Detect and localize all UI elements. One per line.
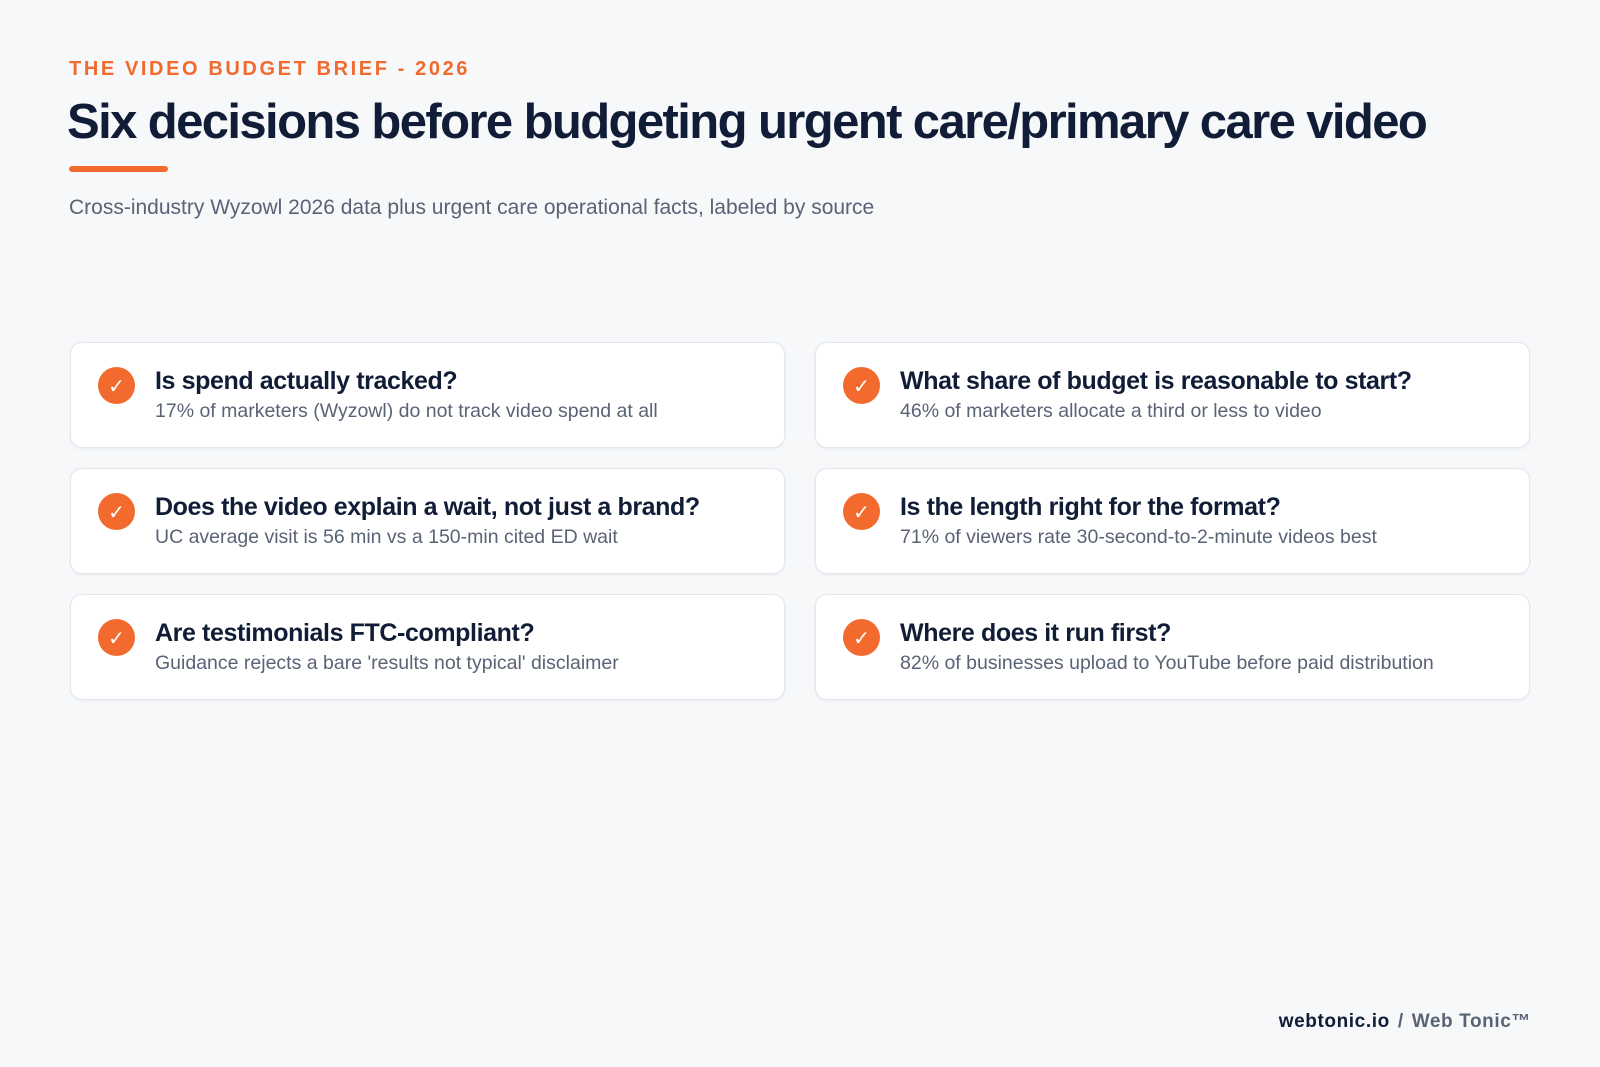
page-title: Six decisions before budgeting urgent ca… — [67, 95, 1428, 149]
footer-brand: Web Tonic™ — [1411, 1011, 1531, 1032]
check-icon: ✓ — [98, 493, 135, 530]
decision-card-title: Is the length right for the format? — [900, 493, 1281, 521]
check-icon: ✓ — [98, 367, 135, 404]
decision-card-detail: UC average visit is 56 min vs a 150-min … — [155, 526, 618, 548]
footer-separator: / — [1397, 1011, 1404, 1032]
decision-card: ✓ Is the length right for the format? 71… — [815, 468, 1530, 574]
check-icon: ✓ — [843, 619, 880, 656]
eyebrow-label: THE VIDEO BUDGET BRIEF - 2026 — [69, 58, 471, 80]
decision-card-title: Are testimonials FTC-compliant? — [155, 619, 535, 647]
decision-card-detail: 82% of businesses upload to YouTube befo… — [900, 652, 1434, 674]
decision-card-title: Where does it run first? — [900, 619, 1171, 647]
check-icon: ✓ — [843, 493, 880, 530]
decision-card-title: Does the video explain a wait, not just … — [155, 493, 700, 521]
footer-site-link[interactable]: webtonic.io — [1278, 1011, 1390, 1032]
title-accent-rule — [69, 166, 168, 172]
decision-card: ✓ Where does it run first? 82% of busine… — [815, 594, 1530, 700]
decision-card-title: Is spend actually tracked? — [155, 367, 458, 395]
check-icon: ✓ — [98, 619, 135, 656]
page-subtitle: Cross-industry Wyzowl 2026 data plus urg… — [69, 196, 875, 219]
decision-card-detail: Guidance rejects a bare 'results not typ… — [155, 652, 619, 674]
decision-grid: ✓ Is spend actually tracked? 17% of mark… — [70, 342, 1531, 700]
decision-card-title: What share of budget is reasonable to st… — [900, 367, 1412, 395]
decision-card: ✓ Is spend actually tracked? 17% of mark… — [70, 342, 785, 448]
decision-card-detail: 17% of marketers (Wyzowl) do not track v… — [155, 400, 658, 422]
check-icon: ✓ — [843, 367, 880, 404]
decision-card-detail: 46% of marketers allocate a third or les… — [900, 400, 1322, 422]
decision-card: ✓ Are testimonials FTC-compliant? Guidan… — [70, 594, 785, 700]
decision-card-detail: 71% of viewers rate 30-second-to-2-minut… — [900, 526, 1377, 548]
footer-credit: webtonic.io / Web Tonic™ — [1279, 1011, 1531, 1033]
decision-card: ✓ What share of budget is reasonable to … — [815, 342, 1530, 448]
decision-card: ✓ Does the video explain a wait, not jus… — [70, 468, 785, 574]
